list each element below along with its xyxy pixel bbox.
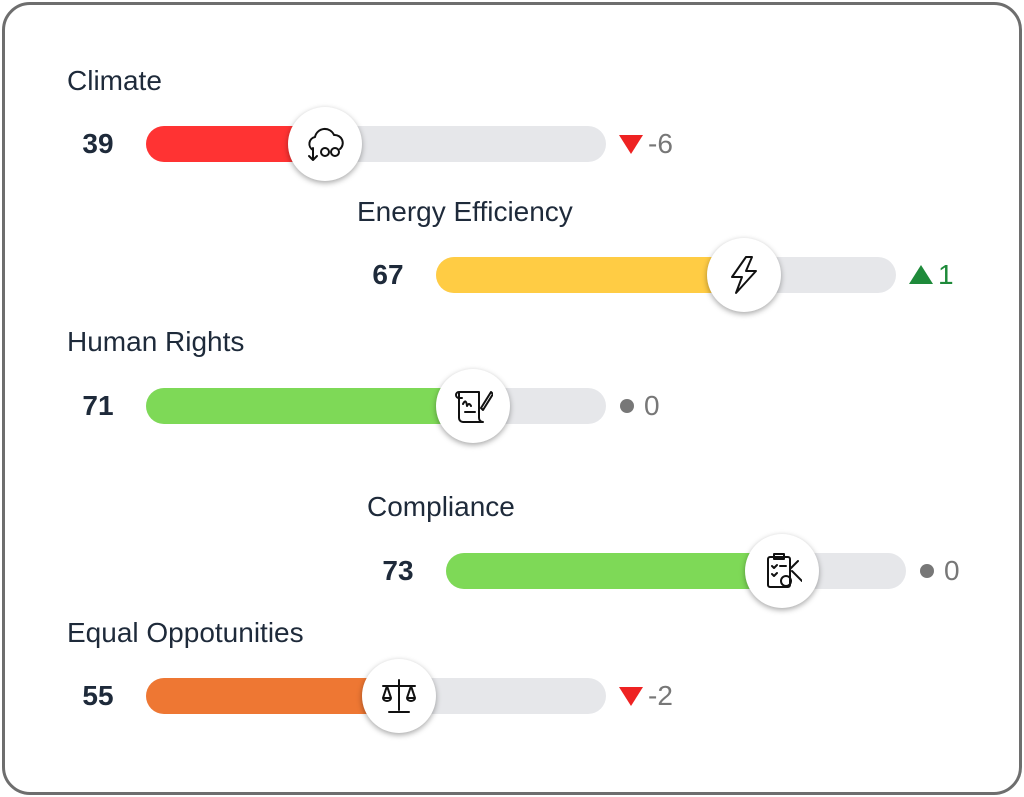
score-track <box>146 126 606 162</box>
trend-indicator <box>618 684 644 713</box>
category-icon <box>435 369 510 443</box>
trend-indicator <box>908 263 934 292</box>
category-icon <box>288 107 363 181</box>
trend-value: 1 <box>938 259 954 290</box>
category-icon <box>707 238 782 312</box>
metric-label: Climate <box>67 65 162 96</box>
trend-value: 0 <box>644 390 660 421</box>
score-bar <box>436 257 745 293</box>
icon-glyph <box>766 553 802 588</box>
trend-indicator <box>618 132 644 161</box>
trend-indicator <box>918 559 944 588</box>
icon-glyph <box>382 679 416 713</box>
metric-label: Compliance <box>367 491 515 522</box>
score: 55 <box>82 680 114 711</box>
metric-label: Human Rights <box>67 326 245 357</box>
score: 39 <box>82 128 114 159</box>
trend-value: 0 <box>944 555 960 586</box>
score-bar <box>446 553 782 589</box>
metric-label: Energy Efficiency <box>357 196 573 227</box>
category-icon <box>744 534 819 608</box>
trend-value: -6 <box>648 128 673 159</box>
score-track <box>146 388 606 424</box>
score-track <box>146 678 606 714</box>
score-track <box>436 257 896 293</box>
score-bar <box>146 388 473 424</box>
score: 71 <box>82 390 114 421</box>
icon-glyph <box>454 391 493 423</box>
score-track <box>446 553 906 589</box>
icon-glyph <box>308 127 345 161</box>
trend-indicator <box>618 394 644 423</box>
trend-value: -2 <box>648 680 673 711</box>
icon-glyph <box>731 256 758 294</box>
score-bar <box>146 678 399 714</box>
score: 67 <box>372 259 404 290</box>
score: 73 <box>382 555 414 586</box>
metric-label: Equal Oppotunities <box>67 617 304 648</box>
category-icon <box>362 659 436 733</box>
